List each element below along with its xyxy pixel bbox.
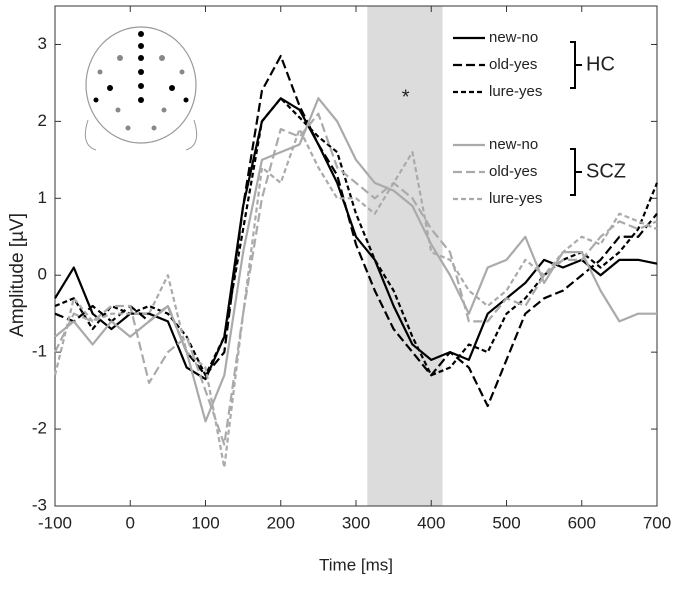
legend-bracket xyxy=(570,148,582,196)
x-tick-label: 200 xyxy=(267,513,295,532)
x-tick-label: 0 xyxy=(126,513,135,532)
plot-layer: -100 0 100 200 300 400 500 600 700 -3 -2 -1 0 1 2 3 * new… xyxy=(32,5,671,532)
legend-bracket xyxy=(570,41,582,89)
y-tick-label: 3 xyxy=(38,34,47,53)
x-tick-label: 400 xyxy=(417,513,445,532)
shaded-region xyxy=(367,6,443,506)
y-tick-label: 0 xyxy=(38,265,47,284)
y-tick-label: 2 xyxy=(38,111,47,130)
legend-label: lure-yes xyxy=(489,190,542,207)
legend-label: new-no xyxy=(489,29,538,46)
y-tick-label: -2 xyxy=(32,419,47,438)
y-tick-label: -1 xyxy=(32,342,47,361)
legend-label: old-yes xyxy=(489,56,537,73)
legend-label: old-yes xyxy=(489,163,537,180)
series-line xyxy=(54,97,657,423)
x-tick-label: 600 xyxy=(568,513,596,532)
axes-box xyxy=(54,5,658,507)
y-tick-label: 1 xyxy=(38,188,47,207)
series-line xyxy=(54,54,658,408)
series-line xyxy=(54,112,658,446)
x-tick-label: 700 xyxy=(643,513,671,532)
annotation: * xyxy=(402,87,410,109)
y-tick-label: -3 xyxy=(32,495,47,514)
legend-label: new-no xyxy=(489,136,538,153)
background-layer xyxy=(367,6,443,506)
x-tick-label: -100 xyxy=(38,513,72,532)
legend-label: lure-yes xyxy=(489,83,542,100)
x-tick-label: 100 xyxy=(191,513,219,532)
y-axis-label: Amplitude [µV] xyxy=(7,213,28,337)
x-tick-label: 500 xyxy=(492,513,520,532)
legend-group-label: HC xyxy=(586,53,615,75)
x-tick-label: 300 xyxy=(342,513,370,532)
head-icon xyxy=(84,26,198,151)
legend-group-label: SCZ xyxy=(586,160,626,182)
series-line xyxy=(53,127,658,469)
series-line xyxy=(54,97,658,381)
x-axis-label: Time [ms] xyxy=(319,555,393,574)
